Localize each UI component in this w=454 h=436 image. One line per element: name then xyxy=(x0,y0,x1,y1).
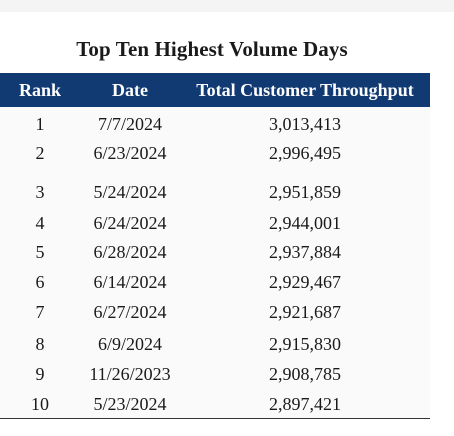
date-cell: 5/23/2024 xyxy=(93,394,167,414)
total-cell: 3,013,413 xyxy=(269,114,341,134)
date-cell: 6/9/2024 xyxy=(97,334,162,354)
table-row: 2 6/23/2024 2,996,495 xyxy=(0,140,430,166)
total-cell: 2,951,859 xyxy=(269,182,341,202)
rank-cell: 7 xyxy=(35,302,45,322)
total-cell: 2,937,884 xyxy=(269,242,341,262)
date-cell: 11/26/2023 xyxy=(89,364,171,384)
total-cell: 2,908,785 xyxy=(269,364,341,384)
table-row: 1 7/7/2024 3,013,413 xyxy=(0,111,430,137)
total-cell: 2,921,687 xyxy=(269,302,341,322)
rank-cell: 4 xyxy=(35,213,45,233)
date-cell: 7/7/2024 xyxy=(97,114,162,134)
table-row: 9 11/26/2023 2,908,785 xyxy=(0,361,430,387)
date-cell: 6/14/2024 xyxy=(93,272,167,292)
page-title: Top Ten Highest Volume Days xyxy=(76,37,348,61)
rank-cell: 2 xyxy=(35,143,45,163)
table-row: 7 6/27/2024 2,921,687 xyxy=(0,299,430,325)
volume-table: Rank Date Total Customer Throughput 1 7/… xyxy=(0,73,430,419)
total-cell: 2,915,830 xyxy=(269,334,341,354)
header-rank: Rank xyxy=(18,80,62,100)
date-cell: 6/28/2024 xyxy=(93,242,167,262)
rank-cell: 9 xyxy=(35,364,45,384)
header-total-customer-throughput: Total Customer Throughput xyxy=(196,80,414,100)
rank-cell: 1 xyxy=(35,114,45,134)
rank-cell: 3 xyxy=(35,182,45,202)
total-cell: 2,996,495 xyxy=(269,143,341,163)
table-row: 5 6/28/2024 2,937,884 xyxy=(0,239,430,265)
header-date: Date xyxy=(112,80,148,100)
total-cell: 2,897,421 xyxy=(269,394,341,414)
table-row: 10 5/23/2024 2,897,421 xyxy=(0,391,430,417)
date-cell: 5/24/2024 xyxy=(93,182,167,202)
rank-cell: 5 xyxy=(35,242,45,262)
table-header: Rank Date Total Customer Throughput xyxy=(0,73,430,107)
table-body: 1 7/7/2024 3,013,413 2 6/23/2024 2,996,4… xyxy=(0,107,430,419)
date-cell: 6/27/2024 xyxy=(93,302,167,322)
rank-cell: 10 xyxy=(31,394,49,414)
table-row: 6 6/14/2024 2,929,467 xyxy=(0,269,430,295)
table-row: 8 6/9/2024 2,915,830 xyxy=(0,331,430,357)
table-row: 3 5/24/2024 2,951,859 xyxy=(0,179,430,205)
total-cell: 2,944,001 xyxy=(269,213,341,233)
rank-cell: 8 xyxy=(35,334,45,354)
table-row: 4 6/24/2024 2,944,001 xyxy=(0,210,430,236)
total-cell: 2,929,467 xyxy=(269,272,341,292)
rank-cell: 6 xyxy=(35,272,45,292)
top-strip xyxy=(0,0,454,12)
date-cell: 6/24/2024 xyxy=(93,213,167,233)
date-cell: 6/23/2024 xyxy=(93,143,167,163)
